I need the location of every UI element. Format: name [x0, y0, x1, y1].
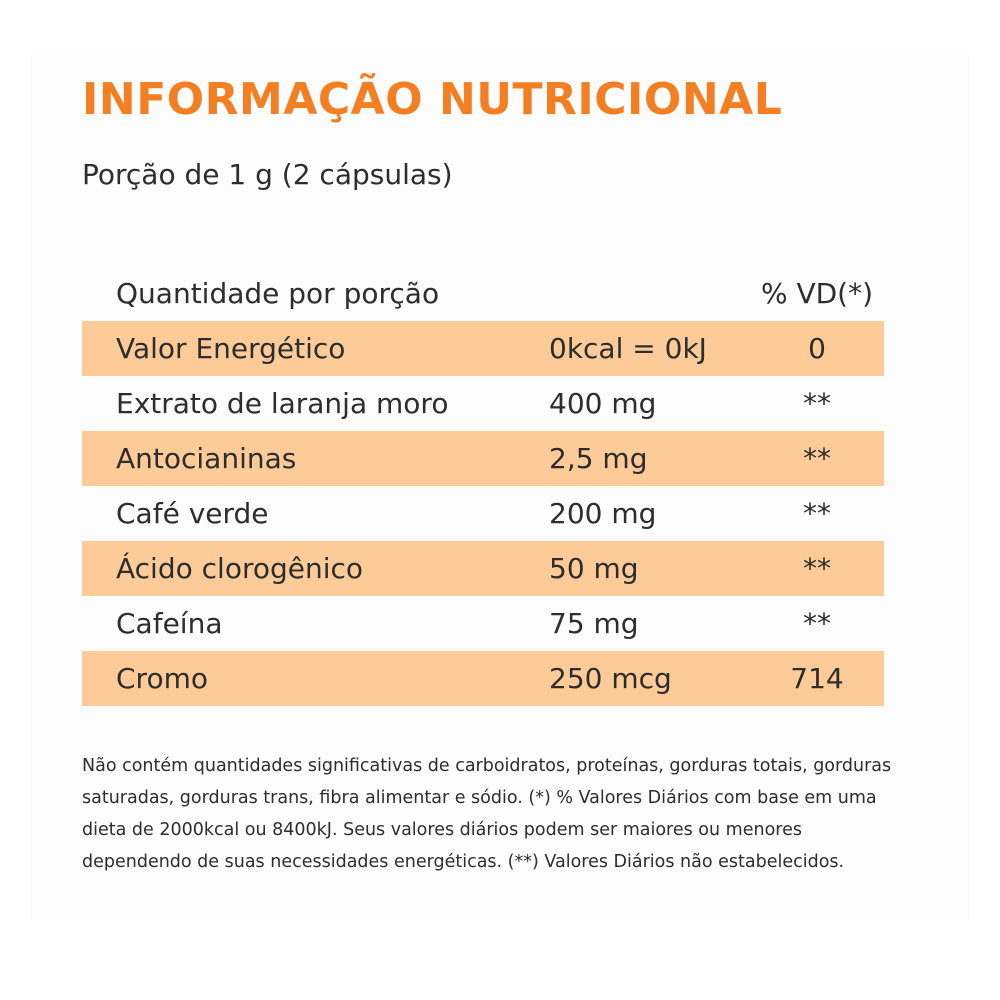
nutrient-daily-value: **: [803, 607, 831, 640]
table-row-acido-clorogenico: Ácido clorogênico 50 mg **: [82, 541, 884, 596]
nutrient-amount: 250 mcg: [549, 662, 672, 695]
table-header-row: Quantidade por porção % VD(*): [82, 266, 884, 321]
nutrient-name: Extrato de laranja moro: [116, 387, 449, 420]
table-row-antocianinas: Antocianinas 2,5 mg **: [82, 431, 884, 486]
nutrient-daily-value: **: [803, 497, 831, 530]
serving-size: Porção de 1 g (2 cápsulas): [82, 158, 453, 191]
nutrient-amount: 0kcal = 0kJ: [549, 332, 707, 365]
table-row-cafeina: Cafeína 75 mg **: [82, 596, 884, 651]
page-title: INFORMAÇÃO NUTRICIONAL: [82, 74, 783, 125]
table-row-cromo: Cromo 250 mcg 714: [82, 651, 884, 706]
nutrition-table: Quantidade por porção % VD(*) Valor Ener…: [82, 266, 884, 706]
nutrient-daily-value: 714: [790, 662, 844, 695]
nutrient-amount: 400 mg: [549, 387, 657, 420]
nutrient-daily-value: **: [803, 442, 831, 475]
quantity-per-serving-header: Quantidade por porção: [116, 277, 440, 310]
daily-value-header: % VD(*): [760, 277, 874, 310]
nutrient-daily-value: **: [803, 387, 831, 420]
table-row-extrato-laranja-moro: Extrato de laranja moro 400 mg **: [82, 376, 884, 431]
nutrient-name: Antocianinas: [116, 442, 297, 475]
nutrient-name: Cafeína: [116, 607, 223, 640]
nutrient-name: Cromo: [116, 662, 208, 695]
nutrient-name: Ácido clorogênico: [116, 552, 364, 585]
footnote: Não contém quantidades significativas de…: [82, 755, 892, 872]
nutrient-amount: 2,5 mg: [549, 442, 648, 475]
table-row-valor-energetico: Valor Energético 0kcal = 0kJ 0: [82, 321, 884, 376]
nutrient-amount: 200 mg: [549, 497, 657, 530]
nutrient-daily-value: 0: [808, 332, 826, 365]
nutrient-daily-value: **: [803, 552, 831, 585]
nutrient-name: Valor Energético: [116, 332, 346, 365]
nutrient-name: Café verde: [116, 497, 269, 530]
nutrition-panel: [30, 55, 970, 920]
nutrient-amount: 75 mg: [549, 607, 639, 640]
table-row-cafe-verde: Café verde 200 mg **: [82, 486, 884, 541]
nutrient-amount: 50 mg: [549, 552, 639, 585]
